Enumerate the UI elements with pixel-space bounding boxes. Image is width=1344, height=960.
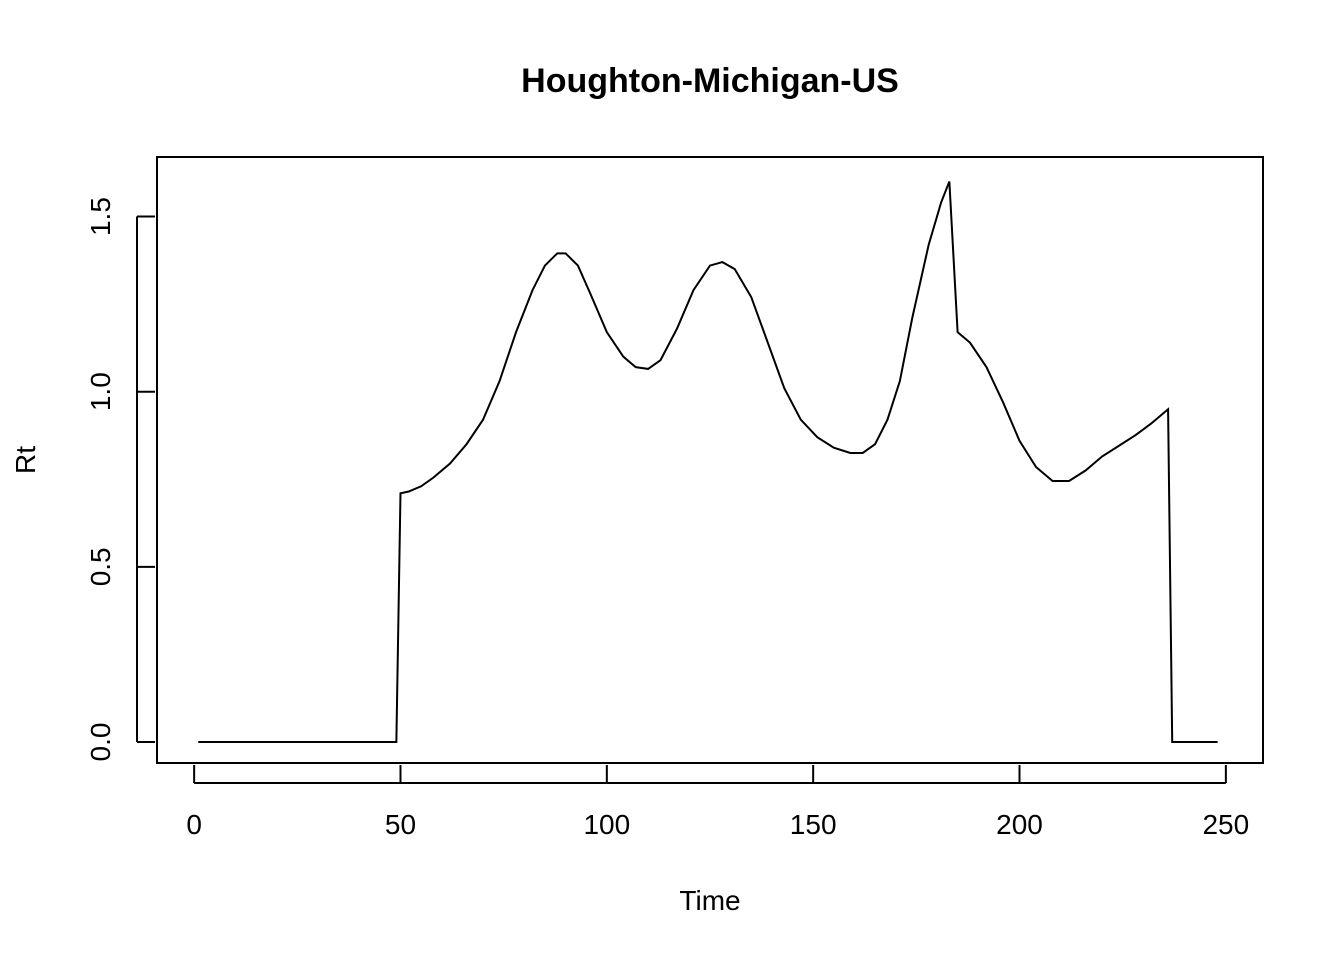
y-axis-label: Rt (10, 446, 41, 474)
x-tick-label: 0 (186, 809, 202, 840)
x-tick-label: 250 (1202, 809, 1249, 840)
plot-frame (156, 156, 1264, 764)
series-line (198, 181, 1218, 743)
series-layer (198, 181, 1218, 743)
y-tick-label: 1.5 (85, 197, 116, 236)
y-tick-label: 0.5 (85, 547, 116, 586)
x-tick-label: 150 (790, 809, 837, 840)
y-tick-label: 0.0 (85, 723, 116, 762)
x-axis-label: Time (679, 885, 740, 916)
x-axis: 0 50 100 150 200 250 (186, 765, 1249, 840)
x-tick-label: 200 (996, 809, 1043, 840)
x-tick-label: 100 (583, 809, 630, 840)
y-axis: 0.0 0.5 1.0 1.5 (85, 197, 155, 761)
y-tick-label: 1.0 (85, 372, 116, 411)
x-tick-label: 50 (385, 809, 416, 840)
chart-title: Houghton-Michigan-US (521, 62, 899, 100)
